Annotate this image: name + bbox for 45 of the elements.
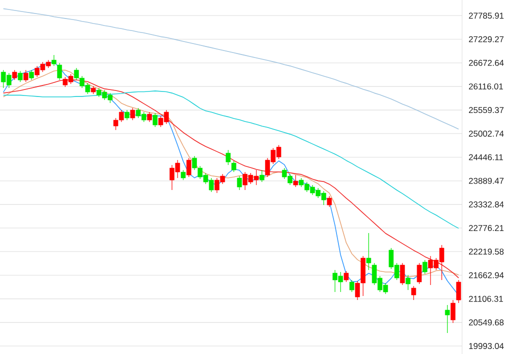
candlestick xyxy=(180,170,186,180)
candlestick xyxy=(349,280,354,292)
candlestick xyxy=(260,170,264,182)
candlestick xyxy=(226,150,231,166)
candlestick xyxy=(422,260,428,274)
y-tick-label: 27785.91 xyxy=(468,12,504,19)
candlestick xyxy=(231,160,236,172)
y-tick-label: 26116.01 xyxy=(468,83,503,90)
candlestick xyxy=(444,304,450,334)
candlestick xyxy=(406,274,410,290)
candlestick xyxy=(237,176,242,190)
candlestick xyxy=(152,112,158,128)
y-tick-label: 26672.64 xyxy=(468,60,504,66)
candlestick xyxy=(130,108,136,120)
candlestick xyxy=(326,196,332,208)
candlestick xyxy=(124,110,130,120)
candlestick xyxy=(293,174,298,188)
y-tick-label: 22776.21 xyxy=(468,225,504,232)
candlestick xyxy=(456,280,462,304)
y-tick-label: 21662.94 xyxy=(468,272,504,278)
candlestick xyxy=(344,270,349,282)
candlestick xyxy=(147,112,152,122)
line-series xyxy=(2,8,460,130)
candlestick xyxy=(29,70,34,80)
candlestick xyxy=(18,70,23,82)
candlestick xyxy=(450,300,456,324)
y-tick-label: 20549.68 xyxy=(468,319,504,326)
y-tick-label: 25559.37 xyxy=(468,107,504,114)
candlestick xyxy=(400,262,405,286)
candlestick xyxy=(12,70,18,80)
y-tick-label: 22219.58 xyxy=(468,248,504,255)
y-tick-label: 24446.11 xyxy=(468,154,503,160)
y-tick-label: 27229.27 xyxy=(468,36,504,42)
y-tick-label: 23889.47 xyxy=(468,178,504,184)
candlestick xyxy=(411,286,416,300)
candlestick xyxy=(366,232,372,270)
candlestick xyxy=(57,62,62,80)
y-tick-label: 23332.84 xyxy=(468,201,504,208)
candlestick xyxy=(186,158,192,178)
candlestick xyxy=(23,70,28,82)
y-tick-label: 21106.31 xyxy=(468,296,503,302)
candlestick xyxy=(52,54,56,66)
y-tick-label: 25002.74 xyxy=(468,130,504,137)
y-tick-label: 19993.04 xyxy=(469,343,504,350)
candlestick xyxy=(416,262,422,284)
